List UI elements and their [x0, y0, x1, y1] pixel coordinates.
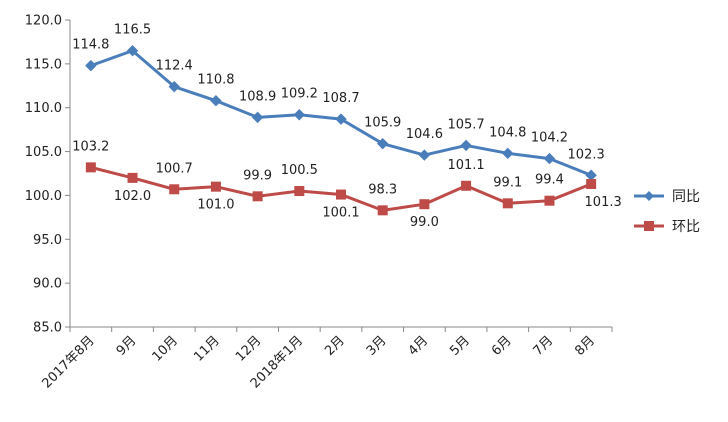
data-label: 109.2 [281, 87, 318, 102]
data-point [293, 109, 306, 121]
data-point [168, 80, 180, 93]
data-labels: 114.8 116.5 112.4 110.8 108.9 109.2 108.7 105.9… [72, 23, 622, 230]
x-tick-label: 2月 [322, 333, 348, 359]
data-point [251, 111, 264, 124]
data-point [502, 147, 514, 160]
data-point [461, 180, 472, 191]
data-point [502, 198, 513, 209]
legend-label: 环比 [672, 219, 700, 235]
data-label: 99.0 [410, 215, 439, 230]
y-tick-label: 105.0 [25, 145, 62, 160]
data-label: 101.0 [197, 198, 234, 213]
data-label: 102.3 [568, 147, 605, 162]
legend-marker [644, 221, 654, 231]
data-label: 100.5 [281, 163, 318, 178]
data-label: 99.9 [243, 168, 272, 183]
data-point [210, 94, 222, 107]
data-point [544, 195, 555, 206]
data-label: 101.1 [447, 158, 484, 173]
y-tick-label: 115.0 [25, 57, 62, 72]
data-point [252, 191, 263, 202]
data-point [377, 205, 388, 216]
data-label: 98.3 [368, 182, 397, 197]
legend-label: 同比 [672, 189, 700, 205]
y-tick-label: 100.0 [25, 189, 62, 204]
y-tick-label: 120.0 [25, 14, 62, 29]
x-tick-label: 6月 [489, 333, 515, 359]
data-label: 105.9 [364, 116, 401, 131]
x-tick-label: 7月 [531, 333, 557, 359]
x-tick-label: 8月 [572, 333, 598, 359]
data-label: 100.7 [156, 161, 193, 176]
data-point [460, 139, 472, 152]
x-tick-label: 12月 [233, 333, 264, 364]
data-point [169, 184, 180, 195]
data-point [419, 199, 430, 210]
data-point [127, 172, 138, 183]
x-tick-label: 10月 [150, 333, 181, 364]
data-point [85, 59, 97, 72]
data-point [85, 162, 96, 173]
data-point [210, 181, 221, 192]
data-point [376, 137, 389, 150]
data-point [543, 152, 556, 165]
data-point [418, 149, 431, 161]
data-point [586, 179, 597, 190]
data-point [294, 186, 305, 197]
data-label: 101.3 [585, 195, 622, 210]
y-tick-label: 90.0 [33, 277, 62, 292]
y-tick-label: 85.0 [33, 321, 62, 336]
data-point [336, 189, 346, 200]
data-point [585, 169, 597, 181]
x-tick-label: 9月 [114, 333, 140, 359]
data-label: 104.6 [406, 127, 443, 142]
data-label: 104.8 [489, 125, 526, 140]
data-point [126, 44, 139, 57]
data-label: 99.4 [535, 173, 564, 188]
series-layer [85, 44, 597, 216]
x-tick-label: 4月 [406, 333, 432, 359]
x-tick-label: 3月 [364, 333, 390, 359]
data-label: 116.5 [114, 23, 151, 38]
data-label: 99.1 [493, 175, 522, 190]
data-label: 108.9 [239, 89, 276, 104]
data-label: 102.0 [114, 189, 151, 204]
data-label: 103.2 [72, 139, 109, 154]
x-tick-label: 2017年8月 [39, 333, 97, 391]
y-tick-label: 95.0 [33, 233, 62, 248]
data-label: 104.2 [531, 131, 568, 146]
data-label: 100.1 [322, 206, 359, 221]
data-label: 112.4 [156, 59, 193, 74]
data-label: 110.8 [197, 73, 234, 88]
x-tick-label: 5月 [447, 333, 473, 359]
data-label: 114.8 [72, 38, 109, 53]
x-tick-label: 11月 [191, 333, 222, 364]
data-label: 108.7 [322, 91, 359, 106]
data-label: 105.7 [447, 117, 484, 132]
data-point [335, 113, 347, 125]
y-tick-label: 110.0 [25, 101, 62, 116]
legend-marker [644, 191, 654, 201]
